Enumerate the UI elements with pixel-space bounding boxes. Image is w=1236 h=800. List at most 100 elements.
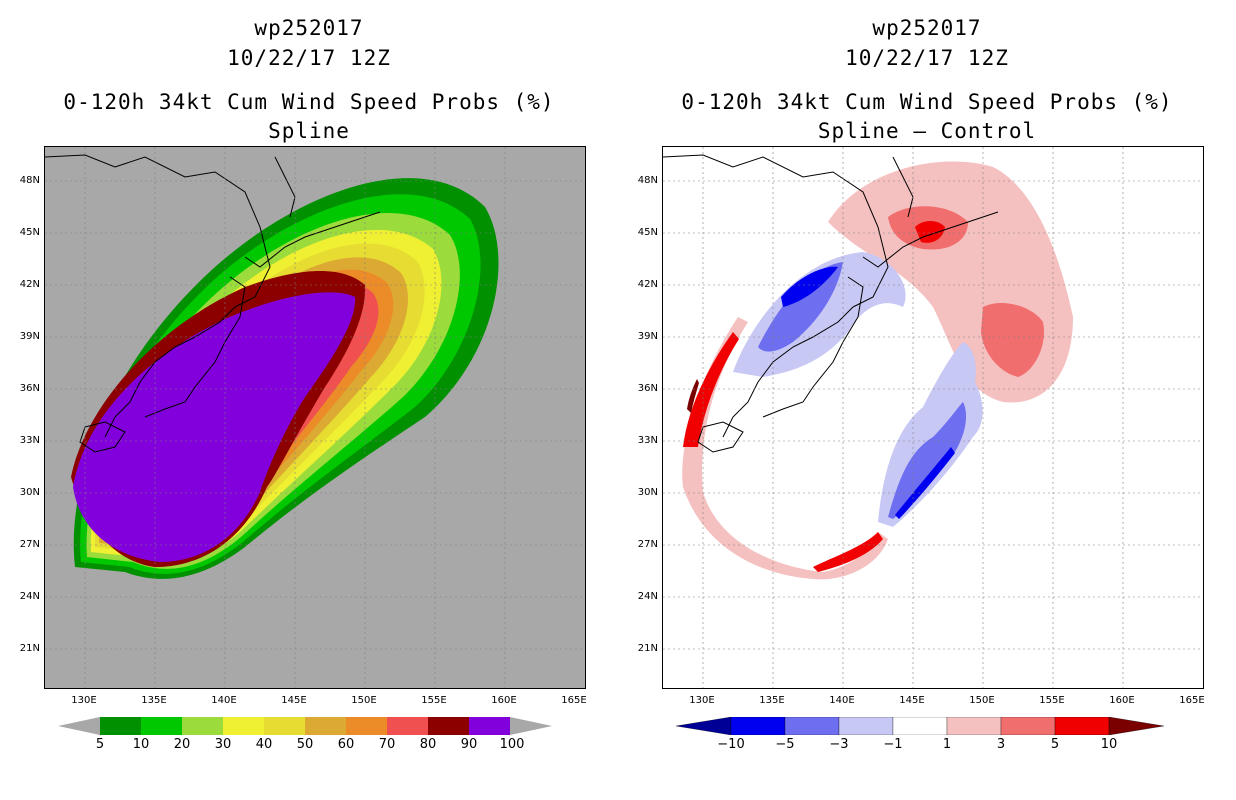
colorbar-cell xyxy=(182,717,223,735)
lon-label: 145E xyxy=(281,695,307,706)
diff-ring-strong xyxy=(683,332,739,447)
colorbar-cell xyxy=(676,717,732,735)
diff-negative-mid xyxy=(888,402,967,519)
lat-label: 27N xyxy=(637,539,658,550)
colorbar-cell xyxy=(730,717,786,735)
lon-label: 160E xyxy=(1109,695,1135,706)
colorbar-label: −1 xyxy=(883,737,903,752)
colorbar-cell xyxy=(946,717,1002,735)
lon-label: 130E xyxy=(71,695,97,706)
lat-label: 30N xyxy=(637,487,658,498)
colorbar-cell xyxy=(264,717,305,735)
colorbar-arrow-high xyxy=(510,717,552,735)
lat-label: 36N xyxy=(19,383,40,394)
lon-label: 165E xyxy=(1179,695,1205,706)
difference-map xyxy=(662,146,1204,689)
lat-label: 39N xyxy=(19,331,40,342)
lat-label: 24N xyxy=(637,591,658,602)
lat-label: 30N xyxy=(19,487,40,498)
colorbar-label: 90 xyxy=(460,737,478,752)
colorbar-cell xyxy=(1000,717,1056,735)
diff-ring-light xyxy=(682,317,888,580)
colorbar-label: 10 xyxy=(1100,737,1118,752)
lat-label: 27N xyxy=(19,539,40,550)
lat-label: 42N xyxy=(637,279,658,290)
colorbar-label: −10 xyxy=(717,737,745,752)
colorbar-label: 10 xyxy=(132,737,150,752)
lon-label: 155E xyxy=(421,695,447,706)
colorbar-arrow-low xyxy=(58,717,100,735)
colorbar xyxy=(676,717,1165,735)
storm-id: wp252017 xyxy=(254,16,364,40)
graticule xyxy=(45,147,585,688)
colorbar-label: 20 xyxy=(173,737,191,752)
colorbar-cell xyxy=(892,717,948,735)
colorbar-cell xyxy=(223,717,264,735)
left-panel: wp252017 10/22/17 12Z 0-120h 34kt Cum Wi… xyxy=(19,16,587,752)
lon-label: 165E xyxy=(561,695,587,706)
colorbar-label: 60 xyxy=(337,737,355,752)
colorbar-cell xyxy=(1108,717,1165,735)
lat-label: 48N xyxy=(637,175,658,186)
lat-label: 33N xyxy=(637,435,658,446)
colorbar-label: 1 xyxy=(942,737,952,752)
lon-label: 140E xyxy=(829,695,855,706)
diff-ring-darkest xyxy=(687,379,699,413)
lat-label: 21N xyxy=(637,643,658,654)
colorbar-cell xyxy=(141,717,182,735)
storm-id: wp252017 xyxy=(872,16,982,40)
colorbar-cell xyxy=(346,717,387,735)
colorbar-label: 80 xyxy=(419,737,437,752)
swath-100 xyxy=(73,292,356,562)
colorbar-cell xyxy=(428,717,469,735)
subtitle: Spline xyxy=(268,119,350,143)
diff-positive-mid xyxy=(981,302,1044,377)
graticule xyxy=(663,147,1203,688)
probability-map-svg xyxy=(45,147,585,688)
lon-label: 150E xyxy=(969,695,995,706)
lat-label: 45N xyxy=(637,227,658,238)
lat-label: 24N xyxy=(19,591,40,602)
product-title: 0-120h 34kt Cum Wind Speed Probs (%) xyxy=(63,90,555,114)
lat-label: 42N xyxy=(19,279,40,290)
lat-label: 21N xyxy=(19,643,40,654)
colorbar-cells xyxy=(676,717,1165,735)
lon-label: 135E xyxy=(141,695,167,706)
colorbar-label: 40 xyxy=(255,737,273,752)
lon-label: 135E xyxy=(759,695,785,706)
colorbar-label: 50 xyxy=(296,737,314,752)
lat-label: 39N xyxy=(637,331,658,342)
lon-label: 155E xyxy=(1039,695,1065,706)
colorbar-label: −3 xyxy=(829,737,849,752)
colorbar-label: −5 xyxy=(775,737,795,752)
lat-label: 33N xyxy=(19,435,40,446)
colorbar-cell xyxy=(387,717,428,735)
colorbar-cells xyxy=(100,717,510,735)
lat-label: 48N xyxy=(19,175,40,186)
lon-label: 160E xyxy=(491,695,517,706)
right-panel: wp252017 10/22/17 12Z 0-120h 34kt Cum Wi… xyxy=(618,0,1236,800)
subtitle: Spline – Control xyxy=(817,119,1037,143)
diff-negative-strong xyxy=(781,266,838,307)
colorbar-label: 5 xyxy=(95,737,105,752)
colorbar-cell xyxy=(784,717,840,735)
datetime: 10/22/17 12Z xyxy=(227,46,391,70)
colorbar-label: 70 xyxy=(378,737,396,752)
colorbar-cell xyxy=(305,717,346,735)
colorbar xyxy=(58,717,552,735)
probability-map xyxy=(44,146,586,689)
lon-label: 150E xyxy=(351,695,377,706)
lon-label: 145E xyxy=(899,695,925,706)
colorbar-cell xyxy=(469,717,510,735)
colorbar-label: 5 xyxy=(1050,737,1060,752)
colorbar-cell xyxy=(1054,717,1110,735)
colorbar-label: 100 xyxy=(499,737,525,752)
colorbar-label: 3 xyxy=(996,737,1006,752)
colorbar-label: 30 xyxy=(214,737,232,752)
diff-negative-strong xyxy=(895,447,955,519)
lat-label: 45N xyxy=(19,227,40,238)
lon-label: 130E xyxy=(689,695,715,706)
colorbar-cell xyxy=(838,717,894,735)
difference-map-svg xyxy=(663,147,1203,688)
colorbar-cell xyxy=(100,717,141,735)
